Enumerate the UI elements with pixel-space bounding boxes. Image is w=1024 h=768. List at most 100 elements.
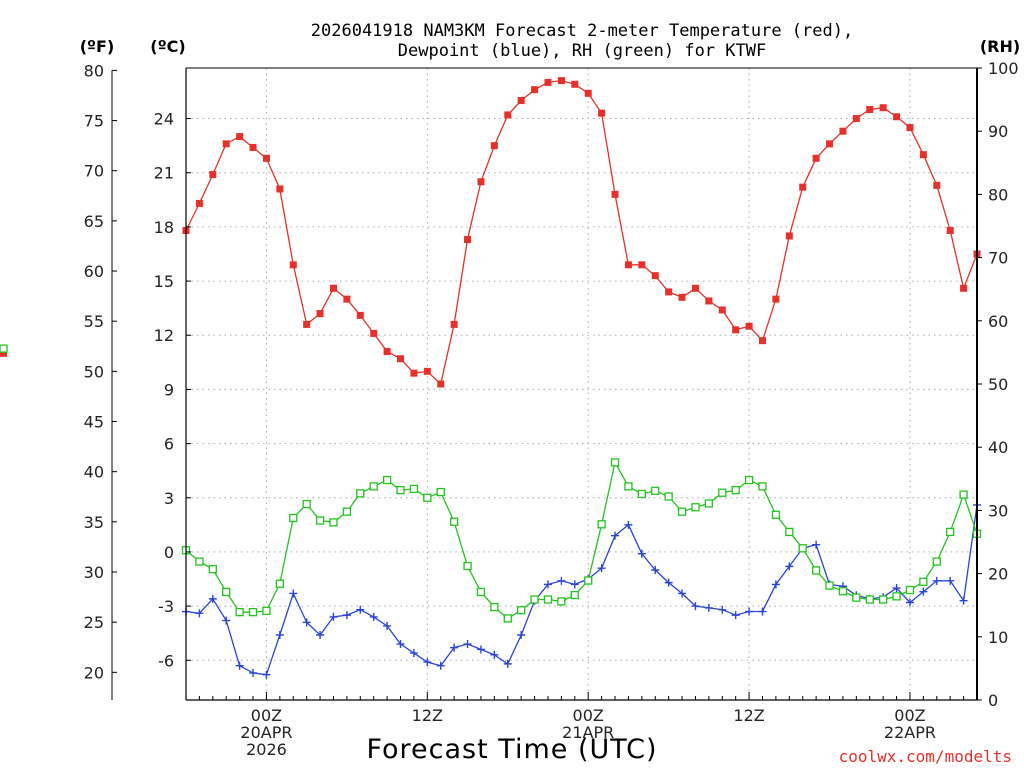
dewpoint-point (932, 576, 941, 585)
rh-point (879, 595, 888, 604)
dewpoint-point (771, 580, 780, 589)
dewpoint-point (946, 576, 955, 585)
rh-point (222, 587, 231, 597)
temperature-point (946, 227, 954, 235)
celsius-tick-label: -3 (158, 597, 174, 616)
temperature-point (638, 261, 646, 269)
rh-point (543, 595, 553, 604)
temperature-point (343, 295, 351, 303)
fahrenheit-tick-label: 50 (84, 362, 104, 381)
rh-point (758, 482, 767, 491)
temperature-point (276, 185, 284, 193)
time-tick-label: 2026 (246, 740, 287, 759)
rh-tick-label: 90 (988, 122, 1008, 141)
temperature-point (665, 288, 673, 296)
temperature-point (584, 89, 592, 97)
dewpoint-point (383, 621, 392, 630)
temperature-point (397, 355, 405, 363)
temperature-point (678, 293, 686, 301)
temperature-point (531, 86, 539, 94)
rh-point (530, 595, 539, 604)
temperature-point (450, 320, 458, 328)
dewpoint-point (436, 661, 445, 670)
rh-point (382, 475, 392, 485)
temperature-point (329, 284, 337, 292)
rh-point (946, 527, 955, 537)
series-2-meter-temperature (0, 77, 981, 388)
rh-point (959, 490, 968, 499)
time-tick-label: 00Z (573, 706, 604, 725)
rh-tick-label: 50 (988, 375, 1008, 394)
rh-point (463, 561, 472, 571)
rh-point (718, 488, 727, 497)
temperature-point (705, 297, 713, 305)
dewpoint-point (476, 645, 485, 654)
rh-point (208, 565, 217, 574)
temperature-point (906, 124, 914, 132)
temperature-point (624, 261, 632, 269)
temperature-point (557, 77, 565, 85)
time-tick-label: 12Z (412, 706, 443, 725)
rh-point (691, 503, 700, 512)
rh-tick-label: 10 (988, 628, 1008, 647)
fahrenheit-tick-label: 70 (84, 162, 104, 181)
fahrenheit-unit-label: (ºF) (80, 37, 115, 56)
rh-point (637, 489, 646, 499)
dewpoint-point (704, 603, 713, 612)
dewpoint-point (919, 587, 928, 596)
time-tick-label: 00Z (894, 706, 925, 725)
temperature-point (383, 347, 391, 355)
fahrenheit-tick-label: 55 (84, 312, 104, 331)
dewpoint-point (543, 580, 552, 589)
temperature-point (598, 109, 606, 117)
rh-point (865, 595, 874, 604)
dewpoint-point (517, 630, 526, 639)
temperature-point (745, 322, 753, 330)
rh-point (704, 499, 714, 508)
rh-point (597, 520, 606, 529)
chart-title-line2: Dewpoint (blue), RH (green) for KTWF (398, 41, 766, 61)
celsius-tick-label: 18 (154, 218, 174, 237)
dewpoint-point (235, 661, 244, 670)
rh-point (785, 527, 794, 537)
celsius-tick-label: 9 (164, 380, 174, 399)
rh-tick-label: 70 (988, 249, 1008, 268)
dewpoint-point (745, 607, 754, 616)
temperature-point (490, 142, 498, 150)
rh-point (811, 566, 821, 575)
celsius-unit-label: (ºC) (150, 37, 185, 56)
rh-point (798, 544, 807, 553)
rh-point (838, 587, 848, 596)
plot-series (0, 77, 982, 679)
temperature-point (732, 326, 740, 334)
temperature-point (611, 190, 619, 198)
temperature-point (772, 295, 780, 303)
rh-tick-label: 0 (988, 691, 998, 710)
temperature-point (370, 329, 378, 337)
rh-point (517, 606, 526, 615)
temperature-point (866, 106, 874, 114)
rh-point (342, 507, 352, 516)
temperature-point (691, 284, 699, 292)
temperature-point (303, 320, 311, 328)
fahrenheit-tick-label: 25 (84, 613, 104, 632)
time-tick-label: 00Z (251, 706, 282, 725)
celsius-tick-label: 0 (164, 543, 174, 562)
time-tick-label: 22APR (884, 723, 936, 742)
rh-tick-label: 30 (988, 501, 1008, 520)
x-axis-title: Forecast Time (UTC) (366, 734, 657, 765)
temperature-point (812, 154, 820, 162)
temperature-point (222, 140, 230, 148)
dewpoint-point (222, 616, 231, 625)
temperature-point (477, 178, 485, 186)
rh-point (771, 510, 781, 519)
temperature-point (919, 151, 927, 159)
rh-point (919, 577, 928, 586)
dewpoint-point (289, 589, 298, 598)
temperature-point (960, 284, 968, 292)
temperature-point (785, 232, 793, 240)
rh-point (825, 581, 834, 590)
dewpoint-point (329, 612, 338, 621)
rh-point (195, 557, 204, 566)
rh-point (892, 592, 901, 601)
